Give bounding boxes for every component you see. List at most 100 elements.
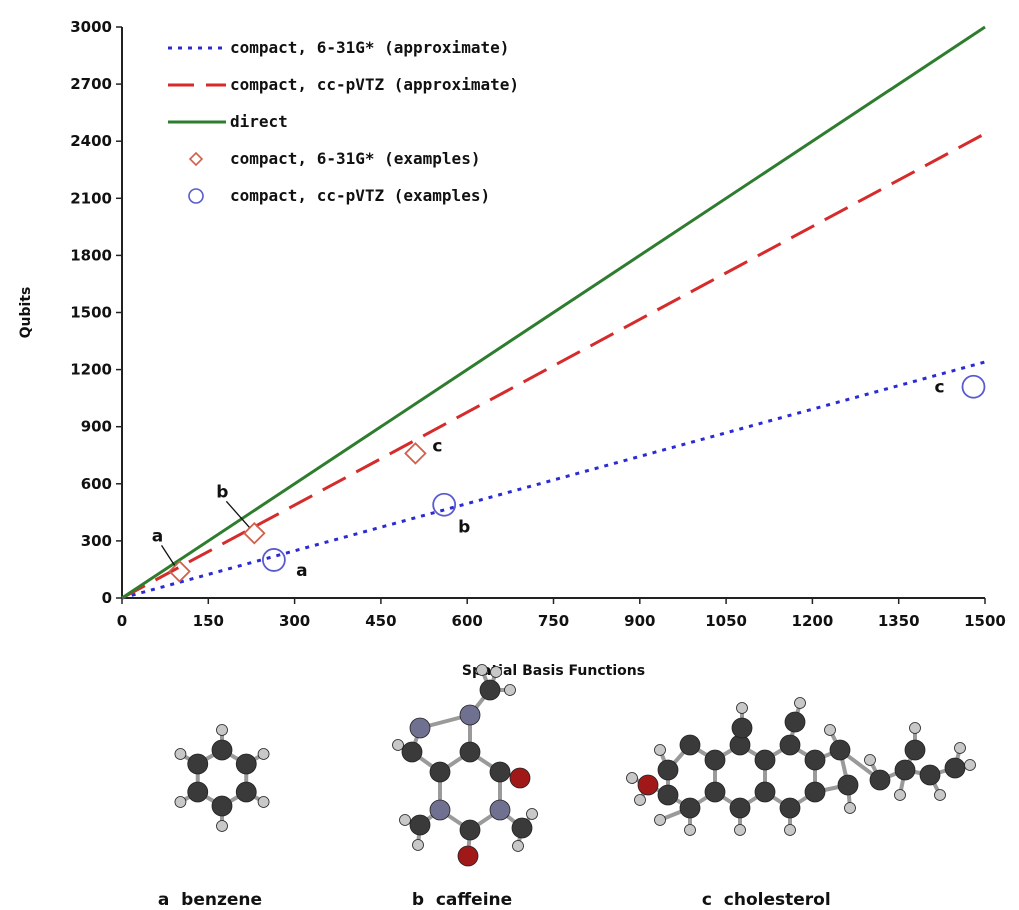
- x-tick-label: 600: [452, 612, 483, 630]
- caffeine-molecule: [392, 664, 538, 867]
- point-label-b: b: [458, 518, 470, 538]
- y-tick-label: 1500: [70, 304, 112, 322]
- marker-diamond-b: [243, 522, 266, 545]
- atom: [894, 759, 916, 781]
- caption-name-benzene: benzene: [181, 890, 263, 910]
- atom: [704, 749, 726, 771]
- legend-swatch-3: [188, 151, 204, 167]
- y-tick-label: 900: [81, 418, 112, 436]
- caption-cholesterol: c cholesterol: [690, 870, 831, 910]
- atom: [457, 845, 479, 867]
- atom: [734, 824, 746, 836]
- caption-letter-b: b: [411, 890, 425, 910]
- atom: [784, 824, 796, 836]
- caption-name-caffeine: caffeine: [435, 890, 513, 910]
- atom: [837, 774, 859, 796]
- molecule-illustrations: [174, 664, 976, 867]
- atom: [512, 840, 524, 852]
- y-tick-label: 300: [81, 532, 112, 550]
- atom: [679, 797, 701, 819]
- caption-benzene: a benzene: [146, 870, 262, 910]
- point-label-leader: [160, 544, 176, 566]
- atom: [187, 753, 209, 775]
- atom: [459, 741, 481, 763]
- atom: [784, 711, 806, 733]
- atom: [729, 797, 751, 819]
- atom: [476, 664, 488, 676]
- atom: [754, 749, 776, 771]
- cholesterol-molecule: [626, 697, 976, 836]
- atom: [626, 772, 638, 784]
- legend-label-3: compact, 6-31G* (examples): [230, 149, 480, 168]
- atom: [944, 757, 966, 779]
- atom: [511, 817, 533, 839]
- x-tick-label: 1350: [878, 612, 920, 630]
- atom: [804, 749, 826, 771]
- y-tick-label: 2400: [70, 132, 112, 150]
- y-tick-label: 2700: [70, 75, 112, 93]
- x-tick-label: 300: [279, 612, 310, 630]
- atom: [392, 739, 404, 751]
- atom: [409, 814, 431, 836]
- atom: [409, 717, 431, 739]
- atom: [794, 697, 806, 709]
- atom: [804, 781, 826, 803]
- atom: [174, 748, 187, 760]
- atom: [704, 781, 726, 803]
- atom: [657, 759, 679, 781]
- atom: [459, 704, 481, 726]
- atom: [257, 796, 270, 808]
- atom: [869, 769, 891, 791]
- y-tick-label: 0: [102, 589, 112, 607]
- atom: [654, 814, 666, 826]
- atom: [654, 744, 666, 756]
- plot-area: 0 300 600 900 1200 1500 1800 2100 2400 2700 3000 0 1…: [18, 18, 1006, 679]
- atom: [489, 761, 511, 783]
- atom: [679, 734, 701, 756]
- x-tick-label: 150: [193, 612, 224, 630]
- atom: [479, 679, 501, 701]
- atom: [824, 724, 836, 736]
- marker-circle-a: [261, 548, 286, 572]
- legend-label-4: compact, cc-pVTZ (examples): [230, 186, 490, 205]
- atom: [731, 717, 753, 739]
- atom: [401, 741, 423, 763]
- atom: [864, 754, 876, 766]
- atom: [509, 767, 531, 789]
- atom: [904, 739, 926, 761]
- point-label-a: a: [296, 561, 307, 581]
- atom: [429, 761, 451, 783]
- legend-label-2: direct: [230, 112, 288, 131]
- atom: [211, 739, 233, 761]
- marker-circle-c: [961, 374, 986, 399]
- series-line-2: [121, 25, 986, 600]
- x-tick-label: 900: [624, 612, 655, 630]
- point-label-leader: [225, 500, 250, 528]
- caption-letter-a: a: [157, 890, 170, 910]
- y-tick-label: 1200: [70, 361, 112, 379]
- atom: [490, 666, 502, 678]
- atom: [736, 702, 748, 714]
- atom: [779, 797, 801, 819]
- atom: [187, 781, 209, 803]
- x-tick-label: 1050: [705, 612, 747, 630]
- x-tick-label: 1200: [792, 612, 834, 630]
- x-tick-label: 1500: [964, 612, 1006, 630]
- atom: [235, 781, 257, 803]
- x-tick-label: 450: [365, 612, 396, 630]
- atom: [894, 789, 906, 801]
- y-axis-title: Qubits: [18, 287, 34, 339]
- atom: [657, 784, 679, 806]
- atom: [829, 739, 851, 761]
- x-tick-label: 750: [538, 612, 569, 630]
- legend-label-0: compact, 6-31G* (approximate): [230, 38, 509, 57]
- atom: [412, 839, 424, 851]
- atom: [526, 808, 538, 820]
- caption-letter-c: c: [701, 890, 712, 910]
- x-axis-title: Spatial Basis Functions: [462, 663, 645, 679]
- atom: [964, 759, 976, 771]
- atom: [909, 722, 921, 734]
- atom: [257, 748, 270, 760]
- atom: [919, 764, 941, 786]
